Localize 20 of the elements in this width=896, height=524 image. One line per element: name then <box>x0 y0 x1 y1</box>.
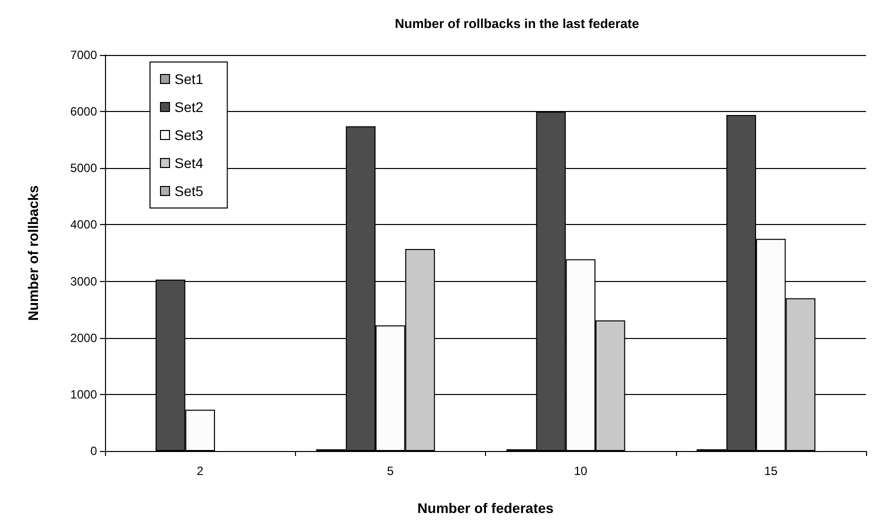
y-tick-label: 5000 <box>70 161 98 176</box>
chart-title: Number of rollbacks in the last federate <box>394 16 640 31</box>
x-tick-label: 15 <box>764 464 778 478</box>
y-tick-label: 3000 <box>70 274 98 288</box>
legend-label: Set2 <box>174 99 204 115</box>
legend-label: Set1 <box>174 71 204 87</box>
x-tick-label: 5 <box>387 464 394 478</box>
y-tick-label: 7000 <box>70 48 98 62</box>
x-axis-title: Number of federates <box>417 500 554 516</box>
y-tick-label: 0 <box>90 444 98 458</box>
x-tick-label: 2 <box>196 464 204 478</box>
y-tick-label: 4000 <box>70 218 98 232</box>
y-tick-label: 6000 <box>70 104 98 119</box>
y-axis-title: Number of rollbacks <box>25 185 41 321</box>
y-tick-label: 1000 <box>70 387 98 402</box>
y-tick-label: 2000 <box>70 330 98 345</box>
legend-label: Set5 <box>174 183 204 199</box>
legend-label: Set4 <box>174 155 204 171</box>
x-tick-label: 10 <box>574 464 588 478</box>
legend-label: Set3 <box>174 127 204 143</box>
